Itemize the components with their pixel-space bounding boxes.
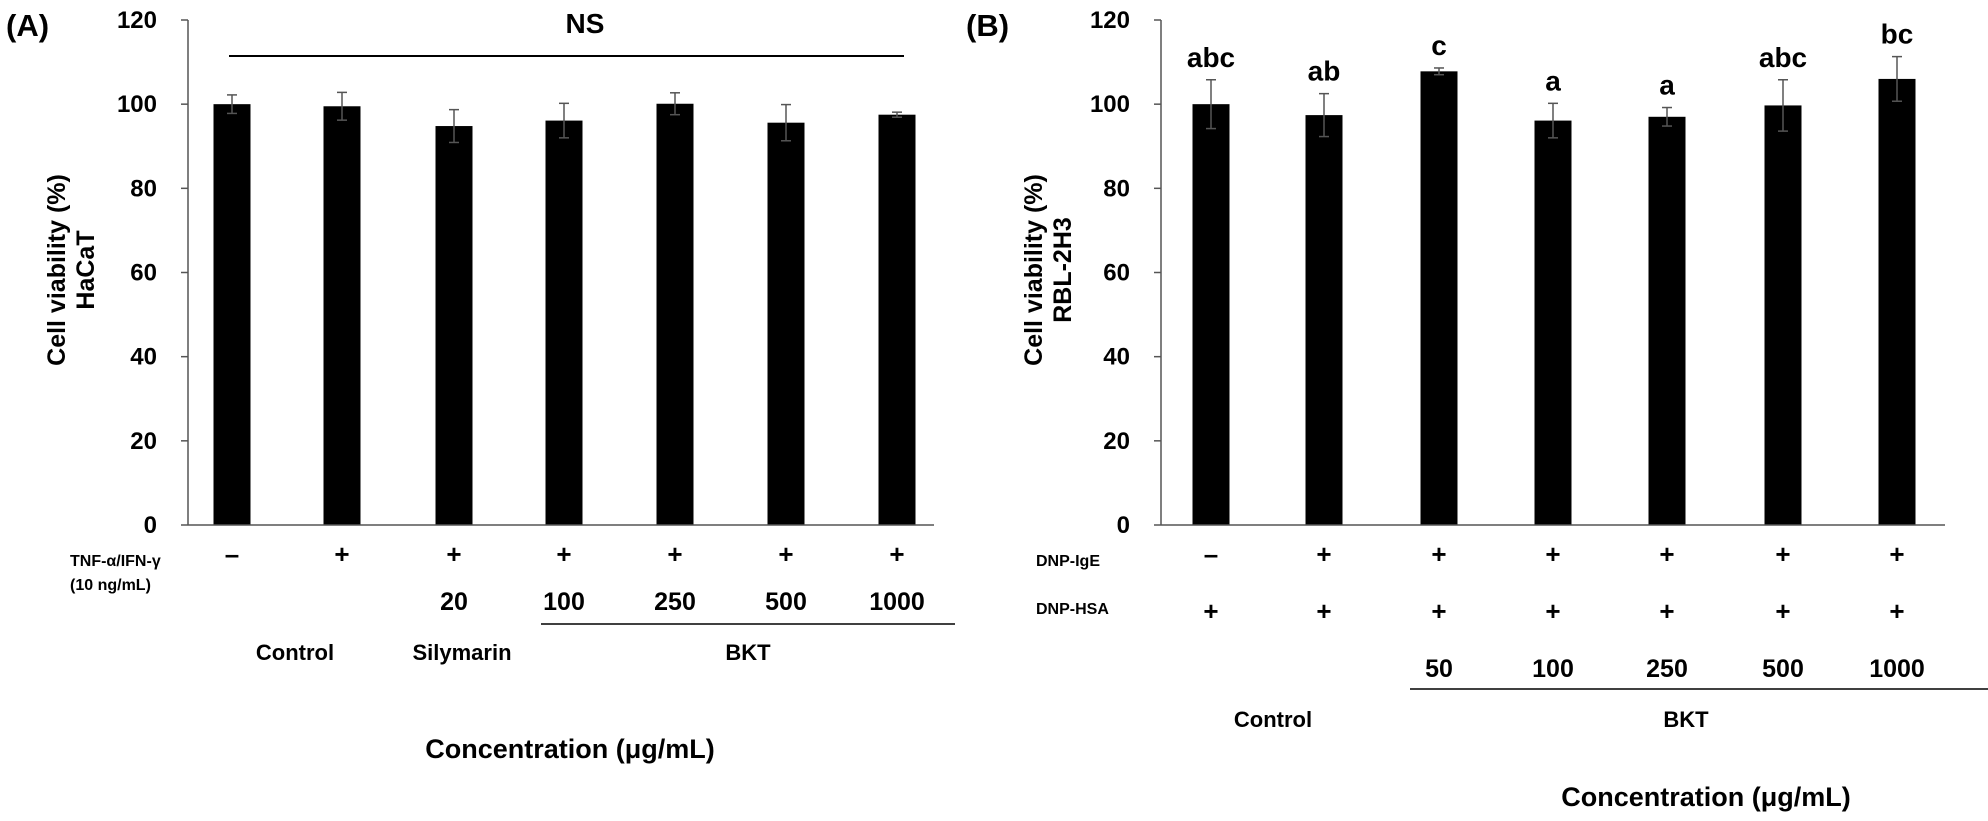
treatment-sign: –: [1204, 539, 1218, 569]
treatment-sign: +: [1659, 539, 1674, 569]
panel-b: (B) Cell viability (%) RBL-2H3 0 20 40 60 80…: [966, 7, 1988, 812]
treatment-sign: +: [446, 539, 461, 569]
panel-a-label: (A): [6, 8, 49, 43]
y-tick-label: 80: [1103, 175, 1130, 202]
treatment-sign: +: [1889, 539, 1904, 569]
y-tick-label: 0: [1117, 512, 1130, 539]
panel-b-concentrations: 50 100 250 500 1000: [1425, 655, 1925, 683]
y-tick-label: 60: [130, 260, 157, 287]
panel-b-row1-label: DNP-IgE: [1036, 553, 1100, 570]
y-tick-label: 100: [117, 91, 157, 118]
panel-a-y-axis-title-line2: HaCaT: [72, 230, 100, 309]
treatment-sign: –: [225, 539, 239, 569]
concentration-label: 50: [1425, 655, 1453, 683]
bar: [656, 103, 694, 525]
concentration-label: 1000: [869, 588, 925, 616]
y-tick-label: 120: [117, 7, 157, 34]
y-tick-label: 80: [130, 175, 157, 202]
treatment-sign: +: [556, 539, 571, 569]
significance-letter: bc: [1881, 19, 1914, 50]
panel-a-row-label-line2: (10 ng/mL): [70, 577, 151, 594]
treatment-sign: +: [334, 539, 349, 569]
panel-a-group-control: Control: [256, 640, 334, 665]
bar: [1648, 116, 1686, 526]
significance-letter: abc: [1759, 42, 1807, 73]
bar: [545, 120, 583, 526]
y-tick-label: 60: [1103, 260, 1130, 287]
panel-b-y-axis-title: Cell viability (%) RBL-2H3: [1020, 174, 1077, 366]
bar: [767, 122, 805, 525]
treatment-sign: +: [1431, 539, 1446, 569]
concentration-label: 100: [543, 588, 585, 616]
treatment-sign: +: [1545, 596, 1560, 626]
significance-letter: c: [1431, 30, 1447, 61]
panel-a: (A) Cell viability (%) HaCaT 0 20 40 60 80 10…: [6, 7, 955, 764]
panel-a-group-bkt: BKT: [725, 640, 771, 665]
y-tick-label: 20: [1103, 428, 1130, 455]
panel-b-row2-label: DNP-HSA: [1036, 601, 1109, 618]
panel-a-signs: – + + + + + +: [225, 539, 905, 569]
treatment-sign: +: [778, 539, 793, 569]
panel-a-ns-label: NS: [566, 8, 605, 39]
significance-letter: a: [1659, 70, 1675, 101]
treatment-sign: +: [1316, 539, 1331, 569]
panel-b-group-control: Control: [1234, 707, 1312, 732]
bar: [878, 114, 916, 525]
concentration-label: 100: [1532, 655, 1574, 683]
panel-b-signs: – + + + + + + + + + + + + +: [1203, 539, 1904, 626]
panel-a-y-axis-title-line1: Cell viability (%): [43, 174, 71, 366]
bar: [1764, 105, 1802, 525]
concentration-label: 250: [654, 588, 696, 616]
concentration-label: 250: [1646, 655, 1688, 683]
bar: [1305, 115, 1343, 525]
bar: [1192, 104, 1230, 526]
treatment-sign: +: [1775, 539, 1790, 569]
panel-a-y-ticks: 0 20 40 60 80 100 120: [117, 7, 188, 539]
treatment-sign: +: [1316, 596, 1331, 626]
y-tick-label: 100: [1090, 91, 1130, 118]
bar: [435, 126, 473, 526]
treatment-sign: +: [1431, 596, 1446, 626]
y-tick-label: 0: [144, 512, 157, 539]
concentration-label: 20: [440, 588, 468, 616]
panel-b-group-bkt: BKT: [1663, 707, 1709, 732]
treatment-sign: +: [889, 539, 904, 569]
panel-b-y-axis-title-line2: RBL-2H3: [1049, 217, 1077, 323]
panel-a-row-label-line1: TNF-α/IFN-γ: [70, 553, 161, 570]
panel-b-y-ticks: 0 20 40 60 80 100 120: [1090, 7, 1161, 539]
treatment-sign: +: [1659, 596, 1674, 626]
y-tick-label: 20: [130, 428, 157, 455]
treatment-sign: +: [1545, 539, 1560, 569]
panel-a-group-silymarin: Silymarin: [412, 640, 511, 665]
significance-letter: a: [1545, 65, 1561, 96]
bar: [1420, 71, 1458, 525]
treatment-sign: +: [1889, 596, 1904, 626]
panel-b-label: (B): [966, 8, 1009, 43]
panel-a-bars: [213, 91, 916, 526]
bar: [323, 106, 361, 525]
treatment-sign: +: [1203, 596, 1218, 626]
bar: [1534, 120, 1572, 526]
y-tick-label: 40: [1103, 344, 1130, 371]
significance-letter: ab: [1308, 56, 1341, 87]
bar: [1878, 78, 1916, 526]
concentration-label: 500: [765, 588, 807, 616]
panel-a-y-axis-title: Cell viability (%) HaCaT: [43, 174, 100, 366]
panel-b-x-axis-title: Concentration (μg/mL): [1561, 782, 1851, 812]
concentration-label: 500: [1762, 655, 1804, 683]
bar: [213, 104, 251, 526]
panel-b-y-axis-title-line1: Cell viability (%): [1020, 174, 1048, 366]
panel-a-x-axis-title: Concentration (μg/mL): [425, 734, 715, 764]
significance-letter: abc: [1187, 42, 1235, 73]
treatment-sign: +: [1775, 596, 1790, 626]
y-tick-label: 40: [130, 344, 157, 371]
panel-a-concentrations: 20 100 250 500 1000: [440, 588, 925, 616]
y-tick-label: 120: [1090, 7, 1130, 34]
concentration-label: 1000: [1869, 655, 1925, 683]
treatment-sign: +: [667, 539, 682, 569]
